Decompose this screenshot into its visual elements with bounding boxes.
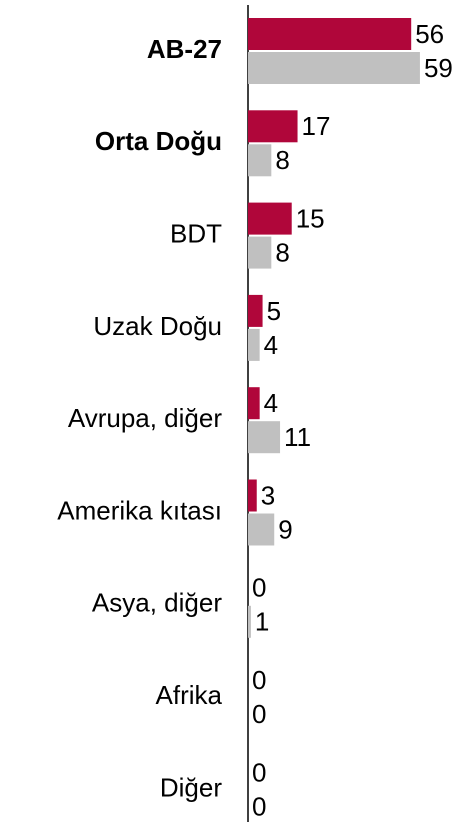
- category-label: Diğer: [160, 772, 222, 802]
- value-label: 8: [275, 145, 289, 175]
- value-label: 0: [252, 699, 266, 729]
- bar: [248, 236, 272, 269]
- value-label: 15: [296, 203, 325, 233]
- value-label: 3: [261, 480, 275, 510]
- value-label: 17: [302, 111, 331, 141]
- value-label: 56: [415, 19, 444, 49]
- value-label: 9: [278, 514, 292, 544]
- value-label: 0: [252, 665, 266, 695]
- value-label: 0: [252, 791, 266, 821]
- bar: [248, 387, 260, 420]
- bar: [248, 52, 420, 84]
- value-label: 5: [267, 296, 281, 326]
- bar: [248, 513, 275, 546]
- category-label: Amerika kıtası: [57, 495, 222, 525]
- category-label: Afrika: [156, 680, 223, 710]
- value-label: 4: [264, 388, 278, 418]
- value-label: 0: [252, 757, 266, 787]
- bar: [248, 110, 298, 143]
- value-label: 8: [275, 237, 289, 267]
- bar: [248, 605, 251, 638]
- value-label: 1: [255, 607, 269, 637]
- value-label: 4: [264, 330, 278, 360]
- category-label: Orta Doğu: [95, 126, 222, 156]
- category-label: BDT: [170, 218, 222, 248]
- category-label: Uzak Doğu: [93, 311, 222, 341]
- bar: [248, 328, 260, 361]
- bar: [248, 202, 292, 235]
- value-label: 59: [424, 53, 453, 83]
- category-label: Avrupa, diğer: [68, 403, 223, 433]
- bar: [248, 294, 263, 327]
- bar: [248, 421, 281, 454]
- category-label: AB-27: [147, 34, 222, 64]
- bar: [248, 144, 272, 177]
- bar: [248, 18, 412, 50]
- category-label: Asya, diğer: [92, 588, 222, 618]
- value-label: 0: [252, 573, 266, 603]
- bar: [248, 479, 257, 512]
- value-label: 11: [284, 422, 311, 452]
